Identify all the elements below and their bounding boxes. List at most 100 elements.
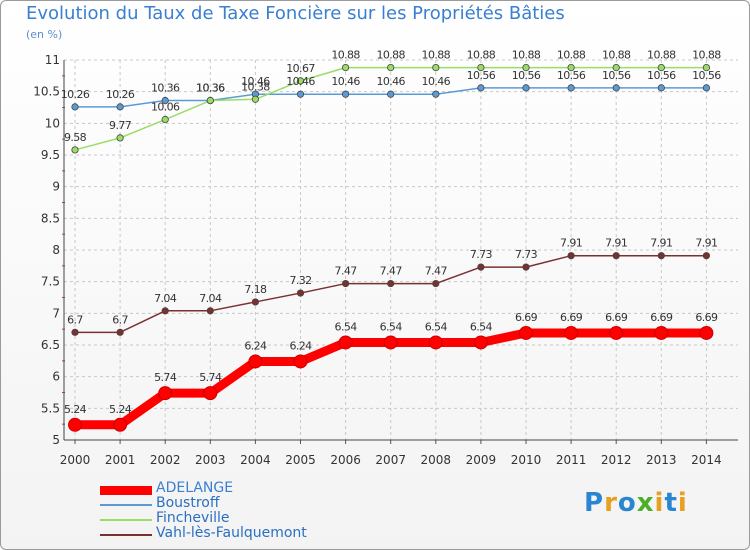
data-label: 7.04 <box>199 292 222 305</box>
data-point <box>612 84 620 92</box>
data-label: 5.74 <box>154 371 177 384</box>
data-point <box>206 307 214 315</box>
y-tick-label: 7.5 <box>41 275 60 289</box>
x-tick-label: 2001 <box>105 453 136 467</box>
proxiti-logo: Proxiti <box>584 488 688 518</box>
data-label: 7.18 <box>244 283 267 296</box>
data-point <box>71 146 79 154</box>
data-point <box>567 252 575 260</box>
data-label: 6.7 <box>112 313 128 326</box>
data-point <box>338 335 353 350</box>
data-label: 6.54 <box>380 320 403 333</box>
data-point <box>296 289 305 297</box>
y-tick-label: 7 <box>52 306 60 320</box>
data-label: 7.47 <box>425 265 448 278</box>
data-point <box>519 325 533 340</box>
data-label: 10.26 <box>106 88 135 101</box>
data-label: 10.46 <box>286 75 315 88</box>
data-point <box>161 115 169 124</box>
data-point <box>428 335 443 350</box>
data-point <box>341 90 350 98</box>
data-label: 6.54 <box>470 320 493 333</box>
data-point <box>387 279 395 288</box>
legend-swatch <box>100 534 152 536</box>
data-label: 7.91 <box>560 237 582 250</box>
data-label: 6.69 <box>515 311 538 324</box>
logo-letter: i <box>677 488 688 518</box>
data-point <box>702 252 711 260</box>
data-label: 9.58 <box>64 131 87 144</box>
data-point <box>71 328 79 336</box>
data-label: 7.91 <box>650 237 672 250</box>
logo-letter: x <box>636 488 655 518</box>
data-point <box>657 252 665 260</box>
data-point <box>296 77 305 85</box>
data-label: 10.46 <box>241 75 270 88</box>
data-point <box>341 279 350 288</box>
data-label: 5.24 <box>64 403 87 416</box>
data-label: 10.56 <box>692 69 721 82</box>
x-tick-label: 2012 <box>601 453 632 467</box>
data-label: 10.67 <box>286 62 315 75</box>
data-point <box>612 252 620 260</box>
legend-label: Vahl-lès-Faulquemont <box>156 525 307 541</box>
data-label: 10.56 <box>647 69 676 82</box>
chart-title: Evolution du Taux de Taxe Foncière sur l… <box>26 3 565 24</box>
data-label: 10.26 <box>61 88 90 101</box>
data-point <box>702 84 711 92</box>
y-tick-label: 10.5 <box>33 85 60 99</box>
data-label: 7.73 <box>470 248 493 261</box>
logo-letter: o <box>617 488 637 518</box>
x-tick-label: 2008 <box>421 453 452 467</box>
data-label: 10.06 <box>151 101 180 114</box>
data-label: 5.74 <box>199 371 222 384</box>
x-tick-label: 2004 <box>240 453 271 467</box>
legend-label: Fincheville <box>156 510 230 526</box>
data-label: 10.36 <box>196 82 225 95</box>
data-label: 7.04 <box>154 292 177 305</box>
data-point <box>612 64 620 72</box>
data-point <box>68 417 82 432</box>
data-point <box>387 64 395 72</box>
data-point <box>432 279 440 288</box>
x-tick-label: 2005 <box>285 453 316 467</box>
data-point <box>522 84 530 92</box>
data-label: 6.69 <box>695 311 718 324</box>
data-label: 6.24 <box>244 339 267 352</box>
data-label: 10.88 <box>467 49 496 62</box>
data-point <box>158 386 173 401</box>
legend-swatch <box>100 519 152 521</box>
data-label: 7.47 <box>380 265 403 278</box>
data-point <box>477 84 485 92</box>
data-label: 10.88 <box>692 49 721 62</box>
data-label: 6.69 <box>560 311 583 324</box>
data-label: 10.56 <box>512 69 541 82</box>
y-tick-label: 8.5 <box>41 211 60 225</box>
y-tick-label: 9 <box>52 180 60 194</box>
data-label: 7.32 <box>289 274 311 287</box>
x-tick-label: 2000 <box>60 453 91 467</box>
logo-letter: i <box>654 488 665 518</box>
data-label: 10.38 <box>241 80 270 93</box>
x-tick-label: 2002 <box>150 453 181 467</box>
data-point <box>161 307 169 315</box>
data-label: 6.69 <box>650 311 673 324</box>
data-label: 10.46 <box>422 75 451 88</box>
data-label: 10.36 <box>151 82 180 95</box>
x-tick-label: 2009 <box>466 453 497 467</box>
data-label: 10.88 <box>647 49 676 62</box>
y-tick-label: 11 <box>45 53 60 67</box>
data-point <box>116 134 124 142</box>
data-label: 10.56 <box>602 69 631 82</box>
x-tick-label: 2013 <box>646 453 677 467</box>
data-point <box>654 325 669 340</box>
data-point <box>116 103 124 111</box>
data-point <box>477 263 485 271</box>
x-tick-label: 2014 <box>691 453 722 467</box>
data-point <box>473 335 488 350</box>
data-point <box>383 335 398 350</box>
data-point <box>522 64 530 72</box>
data-point <box>432 64 440 72</box>
data-label: 7.47 <box>335 265 358 278</box>
